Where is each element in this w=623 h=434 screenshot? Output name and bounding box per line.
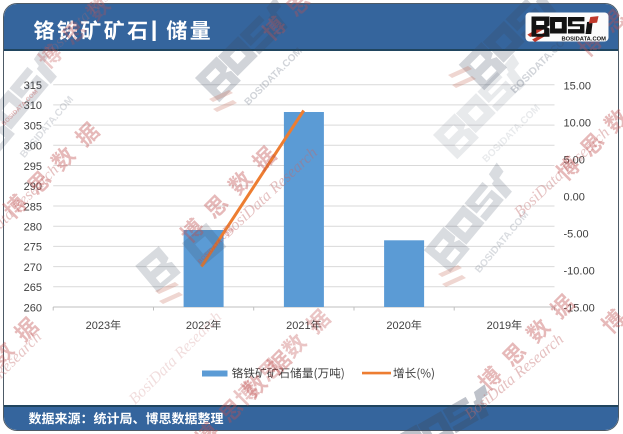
svg-text:10.00: 10.00 (564, 117, 592, 129)
svg-text:-10.00: -10.00 (564, 266, 595, 278)
svg-text:2020: 2020 (386, 320, 410, 332)
svg-text:275: 275 (24, 242, 42, 254)
svg-text:260: 260 (24, 302, 42, 314)
svg-text:270: 270 (24, 262, 42, 274)
svg-text:2019: 2019 (487, 320, 511, 332)
svg-text:2021: 2021 (286, 320, 310, 332)
svg-text:280: 280 (24, 222, 42, 234)
svg-text:15.00: 15.00 (564, 80, 592, 92)
svg-text:-15.00: -15.00 (564, 303, 595, 315)
svg-text:0.00: 0.00 (564, 192, 585, 204)
svg-text:265: 265 (24, 282, 42, 294)
svg-text:295: 295 (24, 161, 42, 173)
svg-text:2023: 2023 (86, 320, 110, 332)
svg-text:BOSIDATA.COM: BOSIDATA.COM (561, 36, 606, 42)
svg-text:-5.00: -5.00 (564, 229, 589, 241)
